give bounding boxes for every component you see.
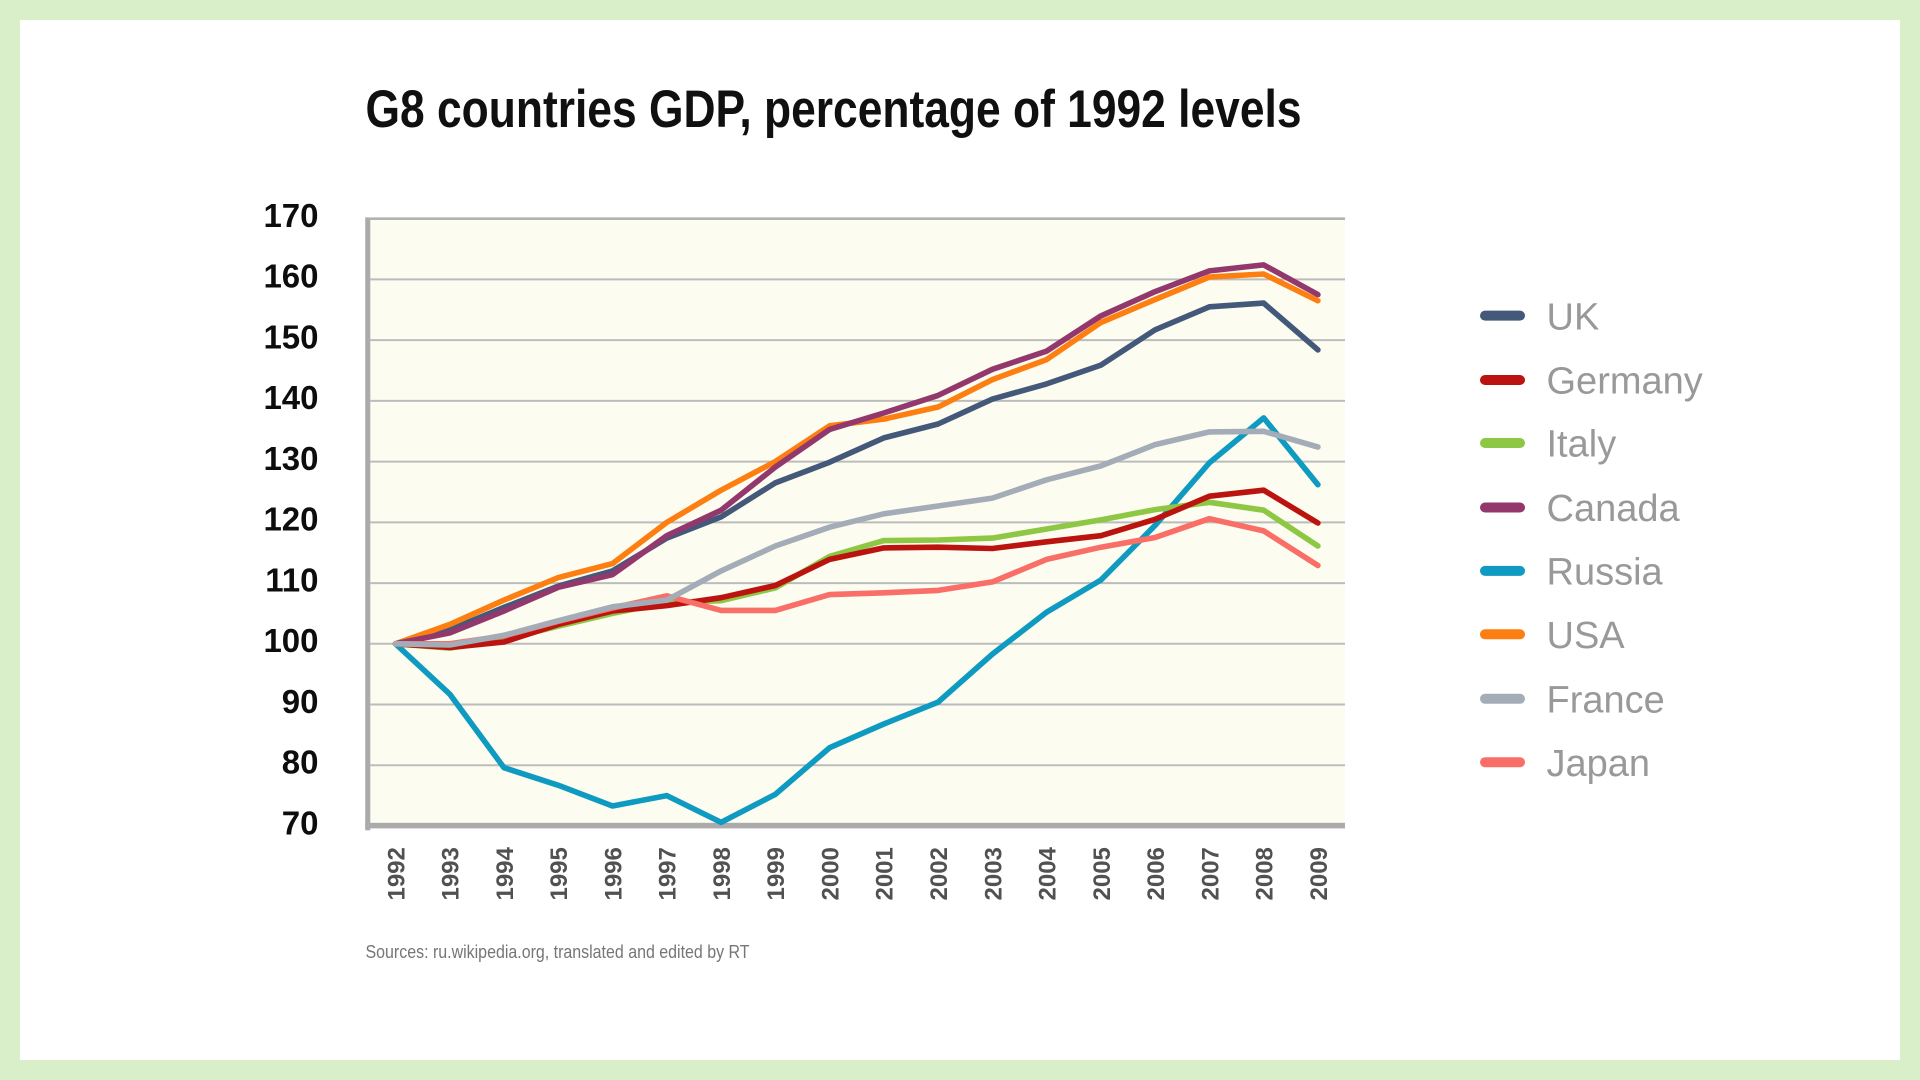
svg-text:150: 150 (263, 319, 318, 356)
svg-text:2000: 2000 (818, 847, 845, 900)
svg-text:1995: 1995 (546, 847, 573, 900)
svg-text:Russia: Russia (1547, 552, 1664, 594)
svg-text:110: 110 (265, 561, 318, 598)
svg-text:120: 120 (263, 501, 318, 538)
svg-text:2005: 2005 (1089, 847, 1116, 900)
svg-text:100: 100 (263, 622, 318, 659)
svg-text:1994: 1994 (492, 846, 519, 900)
svg-text:70: 70 (282, 804, 319, 841)
svg-text:1999: 1999 (763, 847, 790, 900)
svg-text:2001: 2001 (872, 847, 899, 900)
svg-text:80: 80 (282, 744, 319, 781)
svg-text:170: 170 (263, 197, 318, 234)
svg-text:Italy: Italy (1547, 424, 1617, 466)
svg-text:Canada: Canada (1547, 488, 1681, 530)
svg-text:90: 90 (282, 683, 319, 720)
svg-text:1992: 1992 (383, 847, 410, 900)
svg-text:2006: 2006 (1143, 847, 1170, 900)
svg-text:1993: 1993 (438, 847, 465, 900)
svg-text:2008: 2008 (1252, 847, 1279, 900)
svg-text:130: 130 (263, 440, 318, 477)
svg-text:2007: 2007 (1197, 847, 1224, 900)
svg-text:Sources: ru.wikipedia.org, tra: Sources: ru.wikipedia.org, translated an… (366, 942, 750, 962)
svg-text:1998: 1998 (709, 847, 736, 900)
svg-text:1996: 1996 (600, 847, 627, 900)
svg-text:UK: UK (1547, 296, 1600, 338)
svg-text:G8 countries GDP, percentage o: G8 countries GDP, percentage of 1992 lev… (366, 80, 1302, 139)
svg-text:2004: 2004 (1035, 846, 1062, 900)
svg-text:1997: 1997 (655, 847, 682, 900)
svg-text:2002: 2002 (926, 847, 953, 900)
svg-text:USA: USA (1547, 615, 1626, 657)
svg-text:2009: 2009 (1306, 847, 1333, 900)
svg-text:France: France (1547, 680, 1665, 722)
svg-text:2003: 2003 (980, 847, 1007, 900)
svg-text:140: 140 (263, 379, 318, 416)
svg-text:Germany: Germany (1547, 361, 1703, 403)
svg-text:Japan: Japan (1547, 743, 1651, 785)
svg-text:160: 160 (263, 258, 318, 295)
